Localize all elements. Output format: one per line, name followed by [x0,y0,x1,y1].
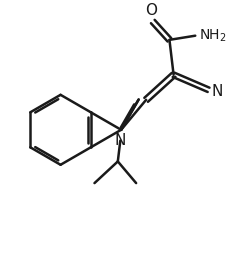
Text: N: N [115,133,126,148]
Text: N: N [212,84,223,99]
Text: O: O [145,3,157,18]
Text: NH$_2$: NH$_2$ [199,28,227,44]
